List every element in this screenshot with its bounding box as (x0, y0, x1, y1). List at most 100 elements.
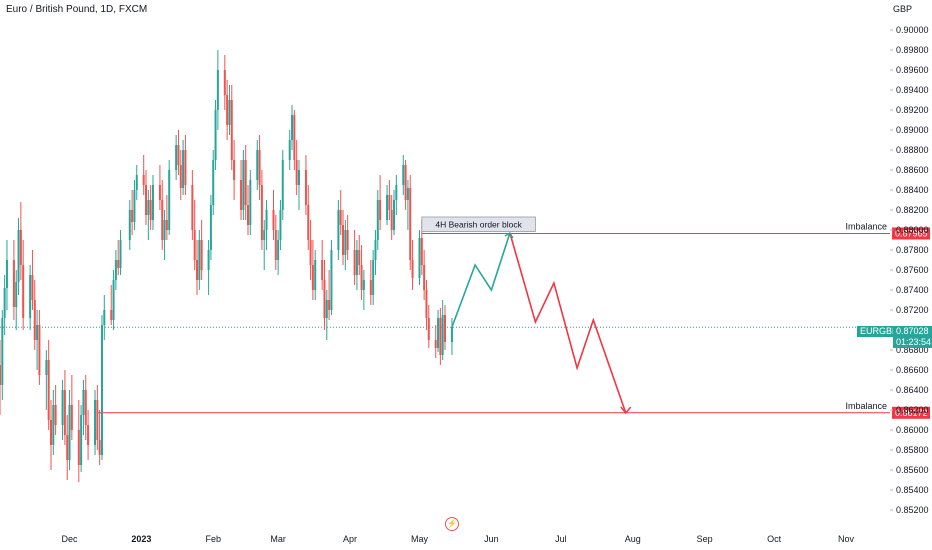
candle-body (142, 175, 145, 185)
y-tick-label: 0.89600 (896, 65, 929, 75)
x-tick-label: Feb (205, 534, 221, 544)
candle-body (425, 290, 428, 318)
candle-body (279, 210, 282, 240)
y-tick-label: 0.89800 (896, 45, 929, 55)
candle-body (128, 210, 131, 240)
candle-body (84, 390, 87, 425)
imbalance-price-label: 0.87965 (895, 229, 928, 239)
y-tick-label: 0.88400 (896, 185, 929, 195)
candle-body (98, 440, 101, 455)
candle-body (22, 265, 25, 318)
candle-body (66, 435, 69, 460)
candle-body (395, 185, 398, 200)
candle-body (135, 175, 138, 190)
candle-body (402, 165, 405, 185)
candle-body (360, 265, 363, 290)
candle-body (114, 260, 117, 280)
candle-body (47, 360, 50, 420)
candle-body (163, 220, 166, 240)
candle-body (12, 260, 15, 307)
y-tick-label: 0.89000 (896, 125, 929, 135)
candle-body (61, 390, 64, 425)
y-tick-label: 0.86600 (896, 365, 929, 375)
candle-body (161, 200, 164, 240)
candle-body (339, 210, 342, 225)
candle-body (226, 95, 229, 125)
candle-body (355, 250, 358, 275)
y-tick-label: 0.85600 (896, 465, 929, 475)
candle-body (209, 205, 212, 250)
candle-body (193, 230, 196, 260)
candle-body (376, 200, 379, 240)
y-tick-label: 0.87400 (896, 285, 929, 295)
candle-body (198, 240, 201, 280)
candle-body (96, 400, 99, 440)
symbol-title: Euro / British Pound, 1D, FXCM (6, 4, 148, 15)
candle-body (386, 195, 389, 220)
candle-body (149, 200, 152, 220)
candle-body (304, 170, 307, 205)
candle-body (19, 230, 22, 265)
candle-body (297, 170, 300, 185)
candle-body (100, 325, 103, 455)
candle-body (390, 210, 393, 230)
candle-body (244, 160, 247, 205)
candle-body (288, 140, 291, 160)
candle-body (77, 430, 80, 465)
candle-body (87, 425, 90, 445)
candle-body (342, 225, 345, 255)
candle-body (277, 240, 280, 260)
candle-body (307, 205, 310, 240)
candle-body (272, 210, 275, 230)
x-tick-label: Dec (62, 534, 79, 544)
candle-body (191, 185, 194, 230)
y-tick-label: 0.87200 (896, 305, 929, 315)
candle-body (372, 260, 375, 295)
candle-body (437, 318, 440, 348)
candle-body (427, 318, 430, 340)
candle-body (393, 200, 396, 230)
candle-body (70, 405, 73, 430)
x-tick-label: Jun (484, 534, 499, 544)
candle-body (434, 340, 437, 348)
candle-body (330, 250, 333, 310)
y-tick-label: 0.85200 (896, 505, 929, 515)
candle-body (420, 238, 423, 265)
symbol-tag: EURGBP (857, 326, 902, 337)
y-tick-label: 0.89400 (896, 85, 929, 95)
candle-body (265, 210, 268, 230)
candle-body (1, 318, 4, 385)
candle-body (295, 160, 298, 185)
y-tick-label: 0.87800 (896, 245, 929, 255)
projection-up-arrowhead (504, 232, 514, 239)
candle-body (411, 260, 414, 278)
candle-body (177, 145, 180, 165)
candle-body (38, 325, 41, 375)
candle-body (374, 240, 377, 260)
candle-body (29, 275, 32, 318)
y-tick-label: 0.90000 (896, 25, 929, 35)
imbalance-price-tag (892, 406, 930, 419)
candle-body (112, 280, 115, 320)
candle-body (145, 185, 148, 215)
lightning-icon[interactable]: ⚡ (445, 517, 459, 531)
candle-body (337, 210, 340, 250)
projection-down-path (509, 232, 627, 414)
candle-body (184, 150, 187, 185)
candle-body (309, 240, 312, 265)
projection-up-path (451, 232, 511, 328)
last-price-tag: 0.87028 (893, 326, 932, 337)
candle-body (175, 145, 178, 170)
order-block-box (421, 216, 536, 232)
x-tick-label: May (411, 534, 429, 544)
projection-down-arrowhead (620, 406, 632, 415)
candle-body (82, 390, 85, 415)
candle-body (249, 180, 252, 225)
y-axis: 0.90000 0.89800 0.89600 0.89400 0.89200 0.890… (890, 25, 929, 515)
candle-body (409, 188, 412, 260)
y-tick-label: 0.86200 (896, 405, 929, 415)
candle-body (439, 318, 442, 355)
candle-body (17, 230, 20, 282)
